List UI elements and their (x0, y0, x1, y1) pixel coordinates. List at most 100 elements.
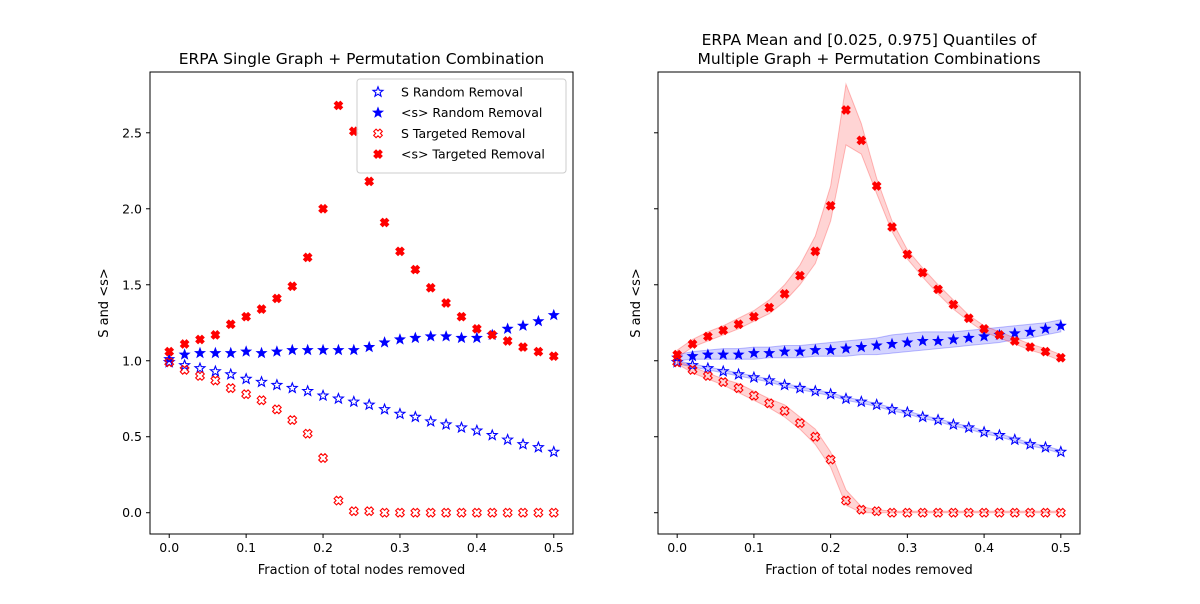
data-point (748, 390, 759, 401)
data-point (885, 337, 899, 350)
data-point (456, 311, 467, 322)
data-point (485, 428, 499, 441)
data-point (917, 267, 928, 278)
data-point (764, 302, 775, 313)
data-point (410, 264, 421, 275)
data-point (979, 507, 990, 518)
data-point (424, 414, 438, 428)
x-tick-label: 0.2 (821, 540, 841, 555)
data-point (210, 375, 221, 386)
chart-title-line: Multiple Graph + Permutation Combination… (697, 50, 1040, 68)
data-point (317, 452, 329, 464)
data-point (272, 293, 282, 304)
x-tick-label: 0.0 (159, 540, 179, 555)
legend-label: S Targeted Removal (401, 126, 525, 141)
data-point (1054, 319, 1067, 331)
y-tick-label: 2.0 (122, 201, 142, 216)
data-point (502, 507, 513, 518)
data-point (994, 507, 1005, 518)
data-point (841, 105, 851, 115)
data-point (963, 507, 974, 518)
data-point (441, 507, 452, 518)
data-point (917, 507, 928, 518)
data-point (932, 334, 945, 347)
data-point (425, 507, 436, 518)
data-point (779, 289, 790, 299)
data-point (364, 176, 375, 187)
data-point (1024, 325, 1037, 338)
data-point (502, 336, 513, 346)
data-point (470, 423, 484, 437)
y-tick-label: 0.5 (122, 429, 142, 444)
data-point (224, 346, 237, 359)
x-tick-label: 0.5 (1051, 540, 1071, 555)
data-point (793, 381, 807, 394)
chart-title-line: ERPA Mean and [0.025, 0.975] Quantiles o… (702, 31, 1037, 49)
data-point (856, 504, 867, 515)
data-point (347, 343, 360, 356)
quantile-band (676, 82, 1062, 362)
data-point (825, 200, 836, 211)
data-point (962, 331, 975, 344)
data-point (471, 507, 482, 518)
data-point (301, 384, 315, 397)
data-point (979, 323, 989, 334)
quantile-band (676, 360, 1062, 514)
legend-marker (373, 149, 383, 159)
legend-label: <s> Targeted Removal (401, 147, 545, 162)
data-point (825, 454, 836, 465)
y-axis-label: S and <s> (97, 268, 112, 338)
legend-marker (371, 85, 385, 98)
data-point (916, 334, 929, 347)
legend-marker (372, 128, 384, 139)
data-point (733, 383, 744, 394)
data-point (824, 343, 837, 356)
data-point (717, 348, 730, 360)
data-point (379, 217, 390, 228)
data-point (809, 343, 822, 356)
data-point (947, 333, 960, 345)
data-point (208, 364, 222, 377)
data-point (501, 322, 514, 334)
data-point (672, 357, 683, 368)
data-point (286, 343, 299, 356)
data-point (887, 222, 897, 232)
x-axis-label: Fraction of total nodes removed (258, 563, 466, 578)
data-point (794, 417, 806, 429)
data-point (302, 428, 313, 439)
legend-marker (371, 106, 385, 118)
data-point (301, 343, 314, 356)
data-point (933, 284, 943, 295)
data-point (810, 246, 821, 257)
data-point (209, 346, 222, 359)
data-point (962, 420, 976, 434)
data-point (977, 425, 991, 438)
quantile-band (676, 360, 1062, 455)
data-point (501, 433, 515, 446)
x-tick-label: 0.0 (667, 540, 687, 555)
data-point (718, 325, 729, 336)
plot-area (162, 100, 561, 518)
data-point (532, 314, 545, 327)
data-point (1009, 336, 1020, 346)
data-point (672, 349, 683, 360)
data-point (870, 339, 883, 351)
x-tick-label: 0.4 (974, 540, 994, 555)
data-point (839, 342, 853, 354)
data-point (516, 437, 530, 450)
x-tick-label: 0.2 (313, 540, 333, 555)
data-point (871, 181, 882, 191)
data-point (716, 364, 730, 377)
data-point (687, 339, 698, 349)
data-point (395, 246, 405, 257)
data-point (333, 495, 344, 506)
legend-box (356, 78, 567, 174)
data-point (1055, 352, 1066, 363)
axes-frame (657, 71, 1081, 535)
data-point (195, 334, 205, 345)
x-tick-label: 0.5 (544, 540, 564, 555)
data-point (854, 395, 868, 408)
data-point (703, 331, 713, 342)
data-point (518, 342, 528, 352)
